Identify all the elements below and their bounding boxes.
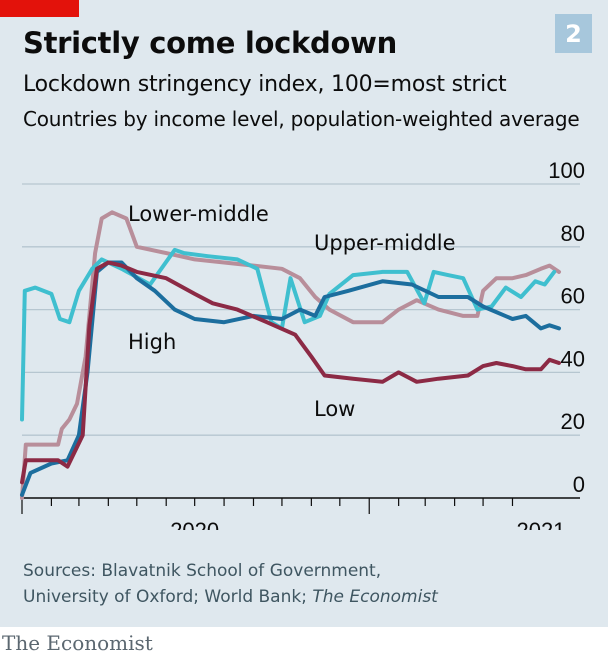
series-label-lower-middle: Lower-middle	[128, 202, 269, 226]
y-tick-label: 80	[561, 221, 585, 246]
series-line-high	[20, 260, 561, 497]
chart-title: Strictly come lockdown	[23, 26, 397, 60]
source-line-2: University of Oxford; World Bank; The Ec…	[23, 584, 438, 610]
series-labels: Lower-middle Upper-middle High Low	[128, 202, 456, 421]
y-axis-labels: 0 20 40 60 80 100	[548, 158, 585, 497]
x-axis: 2020 2021	[21, 498, 565, 530]
series-label-upper-middle: Upper-middle	[314, 231, 456, 255]
source-line-2-text: University of Oxford; World Bank;	[23, 587, 313, 607]
line-chart: 0 20 40 60 80 100 2020 2021 Lower-middle Upper-…	[20, 158, 585, 530]
chart-subtitle-secondary: Countries by income level, population-we…	[23, 107, 580, 131]
series-lines	[20, 210, 561, 500]
y-tick-label: 40	[561, 346, 585, 371]
series-label-low: Low	[314, 397, 355, 421]
y-tick-label: 0	[573, 472, 585, 497]
x-tick-label: 2021	[516, 518, 565, 530]
series-line-low	[20, 260, 561, 485]
source-publication: The Economist	[312, 587, 438, 607]
chart-source: Sources: Blavatnik School of Government,…	[23, 558, 438, 610]
chart-number-badge: 2	[555, 14, 592, 53]
series-label-high: High	[128, 330, 176, 354]
chart-panel	[0, 0, 608, 627]
y-tick-label: 60	[561, 284, 585, 309]
y-tick-label: 20	[561, 409, 585, 434]
publisher-logo: The Economist	[2, 631, 153, 655]
series-line-lower-middle	[20, 210, 561, 500]
brand-red-tag	[0, 0, 79, 17]
series-line-upper-middle	[20, 247, 557, 422]
chart-subtitle: Lockdown stringency index, 100=most stri…	[23, 72, 507, 97]
y-tick-label: 100	[548, 158, 585, 183]
source-line-1: Sources: Blavatnik School of Government,	[23, 561, 382, 581]
x-tick-label: 2020	[170, 518, 219, 530]
